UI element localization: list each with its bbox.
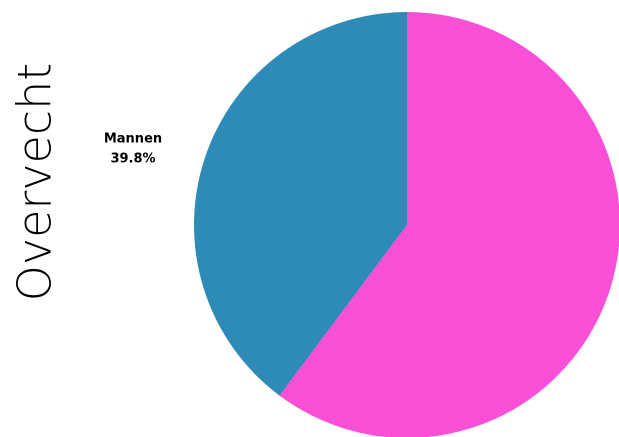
slice-label: Mannen [104, 132, 162, 147]
pie-slice [279, 12, 619, 437]
value-label: 39.8% [110, 152, 155, 167]
chart-title: Overvecht [8, 63, 62, 302]
pie-slice [193, 12, 407, 396]
